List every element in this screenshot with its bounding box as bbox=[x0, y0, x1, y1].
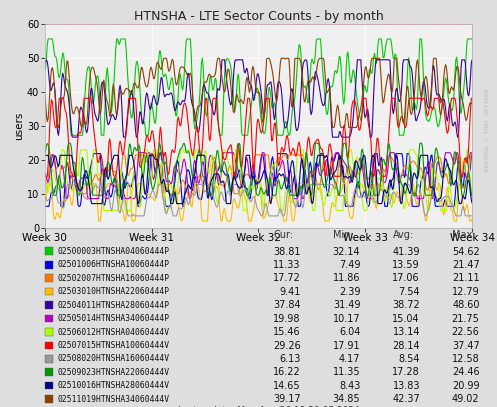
Text: 37.47: 37.47 bbox=[452, 341, 480, 350]
Text: 9.41: 9.41 bbox=[279, 287, 301, 297]
Text: 8.43: 8.43 bbox=[339, 381, 360, 391]
Text: 37.84: 37.84 bbox=[273, 300, 301, 310]
Text: 12.79: 12.79 bbox=[452, 287, 480, 297]
Text: 15.46: 15.46 bbox=[273, 327, 301, 337]
Text: 13.59: 13.59 bbox=[392, 260, 420, 270]
Text: 29.26: 29.26 bbox=[273, 341, 301, 350]
Text: 02504011HTNSHA28060444P: 02504011HTNSHA28060444P bbox=[57, 301, 169, 310]
Text: 7.49: 7.49 bbox=[339, 260, 360, 270]
Text: 8.54: 8.54 bbox=[399, 354, 420, 364]
Text: 13.14: 13.14 bbox=[393, 327, 420, 337]
Text: 31.49: 31.49 bbox=[333, 300, 360, 310]
Text: 7.54: 7.54 bbox=[398, 287, 420, 297]
Text: 20.99: 20.99 bbox=[452, 381, 480, 391]
Text: 54.62: 54.62 bbox=[452, 247, 480, 256]
Text: 16.22: 16.22 bbox=[273, 368, 301, 377]
Text: 17.28: 17.28 bbox=[392, 368, 420, 377]
Text: RRDTOOL / TOBI OETIKER: RRDTOOL / TOBI OETIKER bbox=[485, 89, 490, 171]
Text: 02501006HTNSHA10060444P: 02501006HTNSHA10060444P bbox=[57, 260, 169, 269]
Text: 21.75: 21.75 bbox=[452, 314, 480, 324]
Text: 13.83: 13.83 bbox=[393, 381, 420, 391]
Text: 02505014HTNSHA34060444P: 02505014HTNSHA34060444P bbox=[57, 314, 169, 323]
Text: 49.02: 49.02 bbox=[452, 394, 480, 404]
Text: 17.91: 17.91 bbox=[332, 341, 360, 350]
Text: 28.14: 28.14 bbox=[392, 341, 420, 350]
Text: 12.58: 12.58 bbox=[452, 354, 480, 364]
Text: 22.56: 22.56 bbox=[452, 327, 480, 337]
Text: 19.98: 19.98 bbox=[273, 314, 301, 324]
Text: 38.72: 38.72 bbox=[392, 300, 420, 310]
Text: 02507015HTNSHA10060444V: 02507015HTNSHA10060444V bbox=[57, 341, 169, 350]
Text: 4.17: 4.17 bbox=[339, 354, 360, 364]
Text: 02511019HTNSHA34060444V: 02511019HTNSHA34060444V bbox=[57, 395, 169, 404]
Text: Max:: Max: bbox=[452, 230, 476, 240]
Text: 02500003HTNSHA04060444P: 02500003HTNSHA04060444P bbox=[57, 247, 169, 256]
Text: 11.35: 11.35 bbox=[332, 368, 360, 377]
Text: Min:: Min: bbox=[333, 230, 354, 240]
Text: 32.14: 32.14 bbox=[332, 247, 360, 256]
Text: 15.04: 15.04 bbox=[392, 314, 420, 324]
Text: 02509023HTNSHA22060444V: 02509023HTNSHA22060444V bbox=[57, 368, 169, 377]
Text: 21.11: 21.11 bbox=[452, 274, 480, 283]
Text: 14.65: 14.65 bbox=[273, 381, 301, 391]
Text: 42.37: 42.37 bbox=[392, 394, 420, 404]
Text: 02508020HTNSHA16060444V: 02508020HTNSHA16060444V bbox=[57, 354, 169, 363]
Text: 38.81: 38.81 bbox=[273, 247, 301, 256]
Text: 11.33: 11.33 bbox=[273, 260, 301, 270]
Text: 17.72: 17.72 bbox=[273, 274, 301, 283]
Text: 10.17: 10.17 bbox=[332, 314, 360, 324]
Text: 02503010HTNSHA22060444P: 02503010HTNSHA22060444P bbox=[57, 287, 169, 296]
Text: 39.17: 39.17 bbox=[273, 394, 301, 404]
Text: 02506012HTNSHA04060444V: 02506012HTNSHA04060444V bbox=[57, 328, 169, 337]
Title: HTNSHA - LTE Sector Counts - by month: HTNSHA - LTE Sector Counts - by month bbox=[134, 10, 383, 23]
Text: 11.86: 11.86 bbox=[333, 274, 360, 283]
Text: 24.46: 24.46 bbox=[452, 368, 480, 377]
Text: 41.39: 41.39 bbox=[393, 247, 420, 256]
Text: Cur:: Cur: bbox=[273, 230, 293, 240]
Text: 6.04: 6.04 bbox=[339, 327, 360, 337]
Text: 21.47: 21.47 bbox=[452, 260, 480, 270]
Text: 34.85: 34.85 bbox=[332, 394, 360, 404]
Text: 2.39: 2.39 bbox=[339, 287, 360, 297]
Text: 6.13: 6.13 bbox=[279, 354, 301, 364]
Text: 02510016HTNSHA28060444V: 02510016HTNSHA28060444V bbox=[57, 381, 169, 390]
Text: 17.06: 17.06 bbox=[392, 274, 420, 283]
Text: Avg:: Avg: bbox=[393, 230, 414, 240]
Y-axis label: users: users bbox=[14, 112, 24, 140]
Text: 48.60: 48.60 bbox=[452, 300, 480, 310]
Text: Last update: Mon Aug 26 13:20:03 2024: Last update: Mon Aug 26 13:20:03 2024 bbox=[177, 406, 359, 407]
Text: 02502007HTNSHA16060444P: 02502007HTNSHA16060444P bbox=[57, 274, 169, 283]
